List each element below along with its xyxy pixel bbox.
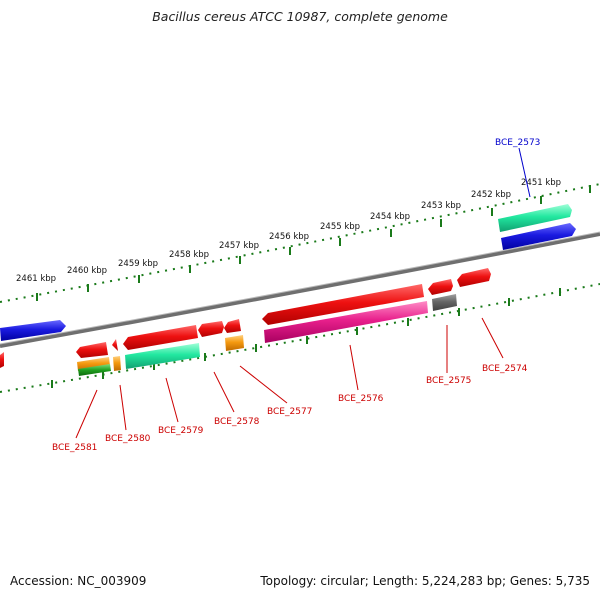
gene-bce-2575[interactable] (428, 279, 453, 295)
gene-label-bce-2581[interactable]: BCE_2581 (52, 443, 97, 453)
gene-label-bce-2573[interactable]: BCE_2573 (495, 138, 540, 148)
gene-bce-2579[interactable] (123, 325, 198, 350)
gene-bce-2580[interactable] (112, 339, 118, 351)
forward-strand-genes (0, 204, 576, 341)
map-title: Bacillus cereus ATCC 10987, complete gen… (152, 9, 448, 24)
gene-label-bce-2579[interactable]: BCE_2579 (158, 426, 204, 436)
gene-bce-2573-cds[interactable] (501, 223, 576, 250)
gene-label-bce-2576[interactable]: BCE_2576 (338, 394, 384, 404)
leader-bce-2579 (165, 377, 179, 423)
scale-label: 2461 kbp (16, 274, 56, 284)
gene-bce-2575-gray[interactable] (432, 294, 457, 311)
gene-bce-2576[interactable] (262, 284, 424, 325)
gene-bce-2573-teal[interactable] (498, 204, 572, 232)
gene-label-bce-2578[interactable]: BCE_2578 (214, 417, 260, 427)
leader-bce-2581 (75, 389, 98, 439)
gene-labels: BCE_2573 BCE_2574 BCE_2575 BCE_2576 BCE_… (52, 138, 540, 453)
accession-label: Accession: NC_003909 (10, 574, 147, 588)
scale-label: 2459 kbp (118, 259, 158, 269)
inner-major-ticks (51, 288, 561, 388)
gene-bce-2581-orange[interactable] (77, 357, 110, 371)
scale-label: 2458 kbp (169, 250, 209, 260)
gene-label-bce-2577[interactable]: BCE_2577 (267, 407, 312, 417)
scale-label: 2457 kbp (219, 241, 259, 251)
gene-bce-2579-teal[interactable] (125, 343, 200, 369)
gene-bce-2577-orange[interactable] (225, 335, 244, 351)
scale-label: 2455 kbp (320, 222, 360, 232)
gene-left-red[interactable] (0, 352, 4, 368)
leader-bce-2573 (518, 147, 531, 198)
gene-bce-2578[interactable] (198, 321, 224, 337)
leader-bce-2576 (349, 344, 359, 391)
outer-scale-arc (0, 183, 600, 303)
gene-bce-2581[interactable] (76, 342, 108, 358)
scale-label: 2452 kbp (471, 190, 511, 200)
gene-label-bce-2580[interactable]: BCE_2580 (105, 434, 151, 444)
gene-label-bce-2574[interactable]: BCE_2574 (482, 364, 528, 374)
gene-bce-2577[interactable] (224, 319, 241, 333)
gene-bce-2581-green[interactable] (78, 364, 111, 376)
topology-label: Topology: circular; Length: 5,224,283 bp… (260, 574, 590, 588)
gene-label-bce-2575[interactable]: BCE_2575 (426, 376, 471, 386)
scale-label: 2460 kbp (67, 266, 107, 276)
outer-major-ticks (36, 185, 591, 301)
scale-label: 2453 kbp (421, 201, 461, 211)
label-leaders (75, 147, 531, 439)
leader-bce-2580 (119, 384, 127, 431)
leader-bce-2574 (481, 317, 504, 359)
genome-backbone-highlight (0, 231, 600, 345)
scale-label: 2456 kbp (269, 232, 309, 242)
gene-bce-2574[interactable] (457, 268, 491, 287)
gene-bce-2580-orange[interactable] (113, 356, 121, 371)
reverse-strand-genes (0, 279, 457, 376)
gene-left-blue[interactable] (0, 320, 66, 341)
leader-bce-2577 (239, 365, 288, 404)
genome-backbone (0, 232, 600, 348)
inner-scale-arc (0, 283, 600, 393)
scale-labels: 2461 kbp 2460 kbp 2459 kbp 2458 kbp 2457… (16, 178, 561, 284)
scale-label: 2451 kbp (521, 178, 561, 188)
scale-label: 2454 kbp (370, 212, 410, 222)
gene-bce-2576-magenta[interactable] (264, 301, 428, 343)
leader-bce-2578 (213, 371, 235, 413)
